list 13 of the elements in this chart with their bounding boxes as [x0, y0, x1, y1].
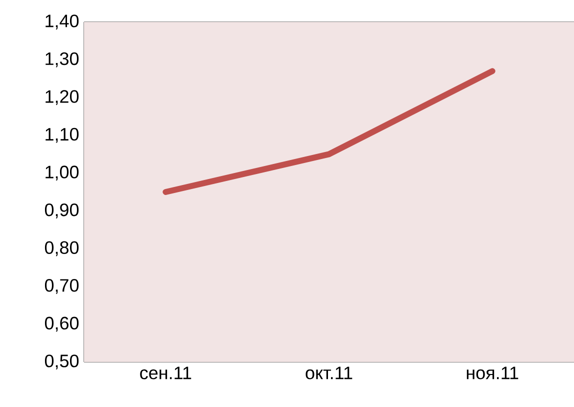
y-tick-label: 0,60 — [44, 316, 79, 332]
y-tick-label: 1,40 — [46, 14, 79, 30]
x-tick-label: ноя.11 — [466, 366, 518, 380]
y-tick-label: 1,20 — [46, 90, 79, 105]
y-tick-label: 0,90 — [44, 203, 79, 218]
y-tick-label: 0,50 — [44, 354, 79, 370]
y-tick-label: 1,10 — [46, 128, 79, 143]
x-tick-label: окт.11 — [306, 366, 352, 380]
x-tick-label: сен.11 — [140, 366, 192, 380]
y-tick-label: 0,70 — [44, 279, 79, 294]
y-tick-label: 1,30 — [46, 52, 79, 68]
y-tick-label: 1,00 — [46, 166, 79, 181]
y-tick-label: 0,80 — [44, 241, 79, 256]
